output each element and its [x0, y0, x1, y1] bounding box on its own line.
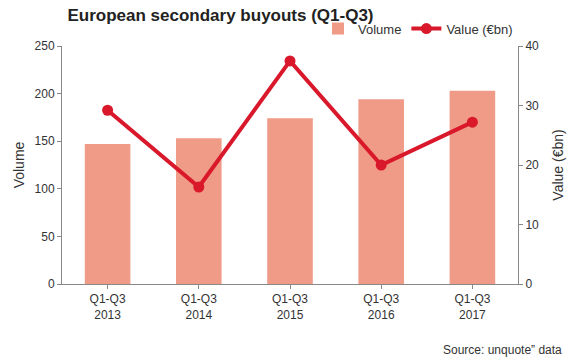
svg-text:150: 150 [35, 134, 55, 148]
svg-text:30: 30 [525, 99, 539, 113]
svg-text:0: 0 [48, 277, 55, 291]
svg-text:Value (€bn): Value (€bn) [550, 129, 566, 200]
svg-text:Value (€bn): Value (€bn) [446, 22, 512, 37]
svg-text:20: 20 [525, 158, 539, 172]
svg-text:250: 250 [35, 39, 55, 53]
svg-text:Q1-Q32017: Q1-Q32017 [454, 292, 490, 322]
svg-text:Q1-Q32015: Q1-Q32015 [272, 292, 308, 322]
svg-text:10: 10 [525, 218, 539, 232]
svg-text:Q1-Q32016: Q1-Q32016 [363, 292, 399, 322]
svg-text:Volume: Volume [358, 22, 401, 37]
svg-text:50: 50 [41, 230, 55, 244]
svg-text:European secondary buyouts (Q1: European secondary buyouts (Q1-Q3) [67, 6, 373, 25]
svg-text:40: 40 [525, 39, 539, 53]
svg-text:Volume: Volume [11, 141, 27, 188]
svg-text:Q1-Q32014: Q1-Q32014 [181, 292, 217, 322]
svg-text:Source: unquote” data: Source: unquote” data [443, 343, 562, 357]
svg-text:Q1-Q32013: Q1-Q32013 [90, 292, 126, 322]
svg-text:200: 200 [35, 87, 55, 101]
svg-text:0: 0 [525, 277, 532, 291]
svg-text:100: 100 [35, 182, 55, 196]
